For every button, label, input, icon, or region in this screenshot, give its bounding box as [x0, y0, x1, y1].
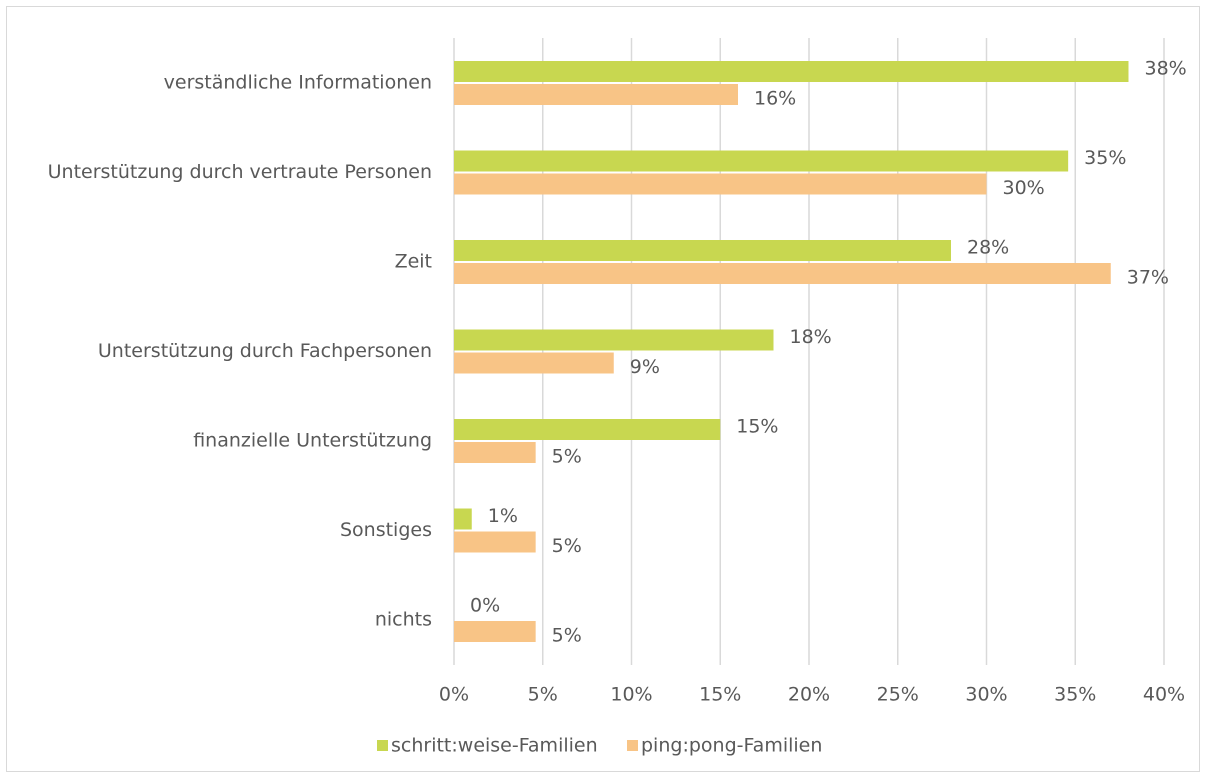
y-tick-label: Unterstützung durch Fachpersonen: [98, 340, 432, 362]
data-label: 18%: [790, 326, 832, 348]
x-tick-label: 35%: [1054, 684, 1096, 706]
x-tick-label: 0%: [439, 684, 469, 706]
data-label: 1%: [488, 505, 518, 527]
data-label: 9%: [630, 356, 660, 378]
bar: [454, 173, 987, 195]
data-label: 15%: [736, 416, 778, 438]
data-label: 28%: [967, 237, 1009, 259]
x-tick-label: 40%: [1143, 684, 1185, 706]
data-label: 5%: [552, 625, 582, 647]
bar: [454, 150, 1069, 172]
legend-label: schritt:weise-Familien: [391, 735, 598, 757]
x-tick-label: 20%: [788, 684, 830, 706]
legend-swatch: [627, 740, 638, 751]
data-label: 37%: [1127, 267, 1169, 289]
bar: [454, 531, 536, 553]
bar: [454, 352, 614, 374]
legend-label: ping:pong-Familien: [641, 735, 822, 757]
x-tick-label: 30%: [965, 684, 1007, 706]
data-label: 38%: [1145, 58, 1187, 80]
bar: [454, 419, 721, 440]
x-tick-label: 25%: [877, 684, 919, 706]
bar: [454, 329, 774, 351]
y-tick-label: Sonstiges: [340, 519, 432, 541]
data-label: 30%: [1003, 177, 1045, 199]
y-tick-label: Unterstützung durch vertraute Personen: [48, 161, 432, 183]
chart-border: [6, 6, 1200, 772]
bar: [454, 61, 1129, 82]
bar: [454, 84, 738, 105]
y-tick-label: verständliche Informationen: [164, 72, 432, 94]
legend-swatch: [377, 740, 388, 751]
data-label: 35%: [1084, 147, 1126, 169]
y-tick-label: finanzielle Unterstützung: [193, 430, 432, 452]
data-label: 16%: [754, 88, 796, 110]
y-tick-label: Zeit: [395, 251, 432, 273]
bar: [454, 263, 1111, 284]
data-label: 0%: [470, 595, 500, 617]
data-label: 5%: [552, 535, 582, 557]
bar: [454, 240, 951, 261]
data-label: 5%: [552, 446, 582, 468]
bar: [454, 621, 536, 642]
bar: [454, 442, 536, 463]
y-tick-label: nichts: [375, 609, 432, 631]
x-tick-label: 5%: [528, 684, 558, 706]
x-tick-label: 10%: [610, 684, 652, 706]
bar: [454, 508, 472, 530]
x-tick-label: 15%: [699, 684, 741, 706]
